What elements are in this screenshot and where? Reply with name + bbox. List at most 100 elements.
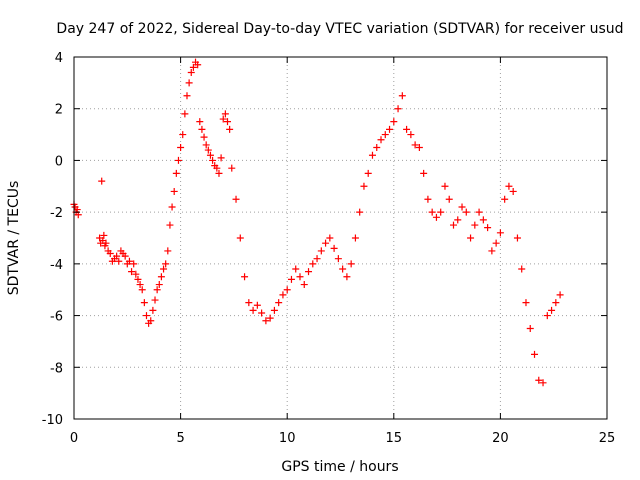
x-tick-label-0: 0 (70, 431, 78, 446)
y-tick-label-5: 0 (55, 154, 63, 169)
y-tick-label-6: 2 (55, 103, 63, 118)
data-point (305, 268, 313, 276)
data-point (130, 260, 138, 268)
data-point (151, 296, 159, 304)
data-point (360, 182, 368, 190)
data-point (403, 125, 411, 133)
data-point (132, 270, 140, 278)
data-point (102, 239, 110, 247)
data-point (535, 376, 543, 384)
axis-ticks: 0 5 10 15 20 25 -10 -8 -6 -4 -2 0 2 4 (42, 51, 616, 446)
data-point (106, 250, 114, 258)
data-point (266, 314, 274, 322)
data-points (70, 58, 564, 387)
data-point (160, 265, 168, 273)
data-point (309, 260, 317, 268)
data-point (162, 260, 170, 268)
data-point (420, 169, 428, 177)
y-tick-label-0: -10 (42, 413, 63, 428)
data-point (449, 221, 457, 229)
data-point (531, 350, 539, 358)
data-point (373, 144, 381, 151)
data-point (432, 213, 440, 221)
data-point (300, 281, 308, 289)
data-point (368, 151, 376, 159)
data-point (445, 195, 453, 203)
data-point (98, 177, 106, 185)
data-point (398, 92, 406, 100)
data-point (488, 247, 496, 255)
plot-frame (73, 56, 608, 420)
data-point (226, 125, 234, 133)
data-point (270, 306, 278, 314)
data-point (317, 247, 325, 255)
data-point (209, 156, 217, 164)
data-point (548, 306, 556, 314)
data-point (513, 234, 521, 242)
y-tick-label-3: -4 (50, 258, 63, 273)
data-point (121, 252, 129, 260)
data-point (334, 255, 342, 263)
x-tick-label-1: 5 (176, 431, 184, 446)
data-point (183, 92, 191, 100)
data-point (296, 273, 304, 281)
data-point (253, 301, 261, 309)
data-point (134, 275, 142, 283)
data-point (185, 79, 193, 87)
data-point (100, 231, 108, 239)
data-point (351, 234, 359, 242)
data-point (155, 281, 163, 289)
data-point (471, 221, 479, 229)
data-point (377, 136, 385, 144)
data-point (172, 169, 180, 177)
data-point (322, 239, 330, 247)
data-point (224, 118, 232, 126)
data-point (113, 252, 121, 260)
data-point (381, 131, 389, 139)
data-point (153, 286, 161, 294)
data-point (275, 299, 283, 307)
data-point (505, 182, 513, 190)
data-point (177, 144, 185, 151)
data-point (347, 260, 355, 268)
data-point (441, 182, 449, 190)
chart-title: Day 247 of 2022, Sidereal Day-to-day VTE… (56, 21, 623, 37)
data-point (228, 164, 236, 172)
data-point (462, 208, 470, 216)
data-point (518, 265, 526, 273)
data-point (411, 141, 419, 149)
x-tick-label-5: 25 (599, 431, 616, 446)
data-point (496, 229, 504, 237)
data-point (164, 247, 172, 255)
y-tick-label-2: -6 (50, 310, 63, 325)
data-point (241, 273, 249, 281)
data-point (556, 291, 564, 299)
data-point (196, 118, 204, 126)
data-point (454, 216, 462, 224)
data-point (467, 234, 475, 242)
data-point (343, 273, 351, 281)
data-point (198, 125, 206, 133)
data-point (221, 110, 229, 118)
data-point (552, 299, 560, 307)
data-point (479, 216, 487, 224)
data-point (194, 61, 202, 69)
data-point (128, 268, 136, 276)
data-point (390, 118, 398, 126)
data-point (279, 291, 287, 299)
x-tick-label-3: 15 (386, 431, 403, 446)
data-point (219, 115, 227, 123)
data-point (394, 105, 402, 113)
data-point (364, 169, 372, 177)
data-point (386, 125, 394, 133)
data-point (174, 156, 182, 164)
data-point (509, 187, 517, 195)
data-point (492, 239, 500, 247)
data-point (168, 203, 176, 211)
data-point (189, 63, 197, 71)
data-point (157, 273, 165, 281)
data-point (140, 299, 148, 307)
data-point (115, 257, 123, 265)
x-tick-label-4: 20 (492, 431, 509, 446)
